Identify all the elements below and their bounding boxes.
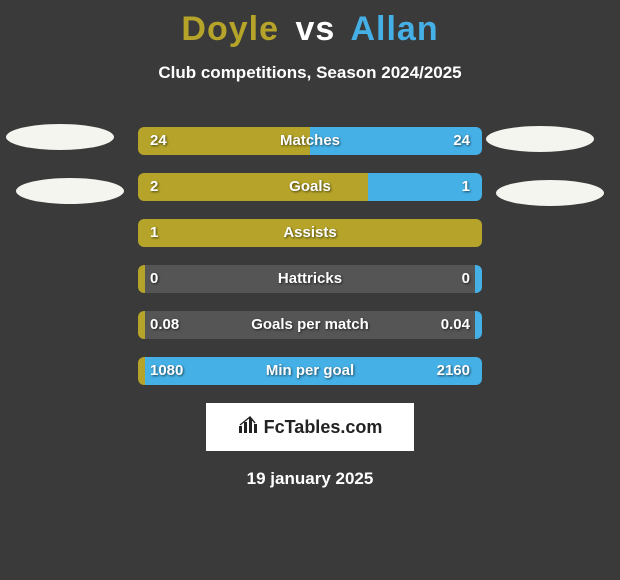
footer-text: FcTables.com [264, 417, 383, 438]
decor-ellipse [16, 178, 124, 204]
decor-ellipse [486, 126, 594, 152]
stat-value-right: 0.04 [441, 311, 470, 339]
stat-row: 2Goals1 [138, 173, 482, 201]
date-label: 19 january 2025 [0, 469, 620, 489]
stat-label: Min per goal [138, 357, 482, 385]
stat-row: 0Hattricks0 [138, 265, 482, 293]
decor-ellipse [6, 124, 114, 150]
comparison-title: Doyle vs Allan [0, 0, 620, 49]
stat-label: Goals per match [138, 311, 482, 339]
stat-row: 1080Min per goal2160 [138, 357, 482, 385]
stat-value-right: 2160 [437, 357, 470, 385]
player1-name: Doyle [181, 10, 279, 48]
stat-label: Assists [138, 219, 482, 247]
stat-row: 24Matches24 [138, 127, 482, 155]
footer-badge: FcTables.com [206, 403, 414, 451]
stat-value-right: 1 [462, 173, 470, 201]
stat-row: 1Assists [138, 219, 482, 247]
stat-value-right: 0 [462, 265, 470, 293]
subtitle: Club competitions, Season 2024/2025 [0, 63, 620, 83]
stat-label: Hattricks [138, 265, 482, 293]
stats-panel: 24Matches242Goals11Assists0Hattricks00.0… [138, 127, 482, 385]
stat-row: 0.08Goals per match0.04 [138, 311, 482, 339]
decor-ellipse [496, 180, 604, 206]
player2-name: Allan [350, 10, 438, 48]
bar-chart-icon [238, 416, 258, 439]
stat-value-right: 24 [453, 127, 470, 155]
stat-label: Goals [138, 173, 482, 201]
stat-label: Matches [138, 127, 482, 155]
vs-label: vs [295, 10, 335, 48]
